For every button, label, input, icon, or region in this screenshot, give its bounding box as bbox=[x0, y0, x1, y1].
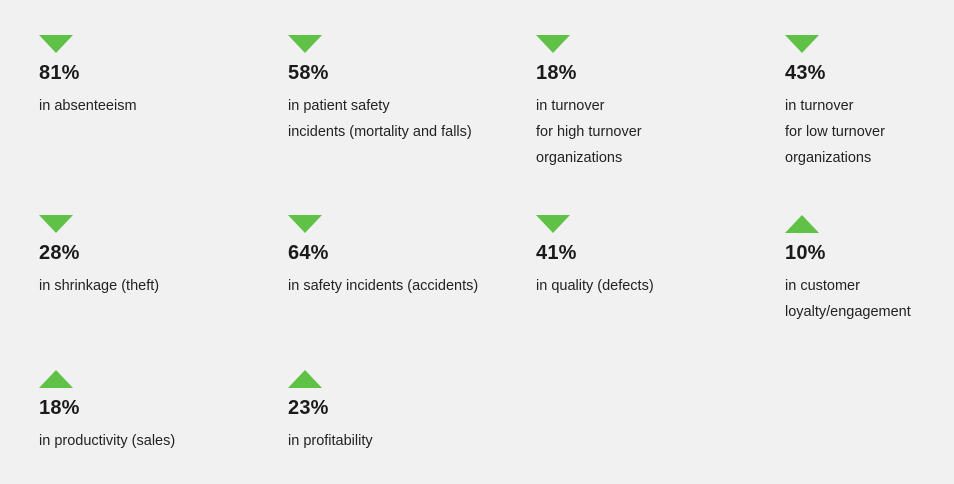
stat-productivity: 18% in productivity (sales) bbox=[39, 370, 269, 454]
stat-value: 23% bbox=[288, 397, 329, 419]
stat-quality: 41% in quality (defects) bbox=[536, 215, 766, 299]
stat-label: in turnover for high turnover organizati… bbox=[536, 93, 766, 171]
triangle-down-icon bbox=[536, 215, 570, 233]
stat-label: in productivity (sales) bbox=[39, 428, 269, 454]
stat-label-line: in quality (defects) bbox=[536, 278, 654, 294]
triangle-down-icon bbox=[39, 35, 73, 53]
triangle-down-icon bbox=[39, 215, 73, 233]
stat-profitability: 23% in profitability bbox=[288, 370, 518, 454]
stat-label-line: in profitability bbox=[288, 433, 373, 449]
stat-label: in turnover for low turnover organizatio… bbox=[785, 93, 954, 171]
stat-label: in shrinkage (theft) bbox=[39, 273, 269, 299]
triangle-down-icon bbox=[288, 35, 322, 53]
stat-label-line: loyalty/engagement bbox=[785, 304, 911, 320]
stat-label-line: for low turnover bbox=[785, 124, 885, 140]
stat-label-line: in customer bbox=[785, 278, 860, 294]
stat-patient-safety: 58% in patient safety incidents (mortali… bbox=[288, 35, 518, 145]
stat-turnover-high: 18% in turnover for high turnover organi… bbox=[536, 35, 766, 171]
stat-label-line: for high turnover bbox=[536, 124, 642, 140]
stat-absenteeism: 81% in absenteeism bbox=[39, 35, 269, 119]
stat-label-line: organizations bbox=[536, 150, 623, 166]
stat-customer-loyalty: 10% in customer loyalty/engagement bbox=[785, 215, 954, 325]
triangle-up-icon bbox=[288, 370, 322, 388]
stat-safety-incidents: 64% in safety incidents (accidents) bbox=[288, 215, 518, 299]
stat-label: in safety incidents (accidents) bbox=[288, 273, 518, 299]
stat-label-line: in turnover bbox=[785, 98, 854, 114]
stat-value: 18% bbox=[536, 62, 577, 84]
triangle-down-icon bbox=[288, 215, 322, 233]
stat-value: 28% bbox=[39, 242, 80, 264]
stat-value: 18% bbox=[39, 397, 80, 419]
triangle-up-icon bbox=[39, 370, 73, 388]
stat-value: 10% bbox=[785, 242, 826, 264]
stat-value: 41% bbox=[536, 242, 577, 264]
triangle-up-icon bbox=[785, 215, 819, 233]
stat-label: in customer loyalty/engagement bbox=[785, 273, 954, 325]
stat-value: 58% bbox=[288, 62, 329, 84]
stat-label-line: organizations bbox=[785, 150, 872, 166]
stat-label-line: in patient safety bbox=[288, 98, 390, 114]
stat-label-line: in absenteeism bbox=[39, 98, 137, 114]
stat-label-line: in safety incidents (accidents) bbox=[288, 278, 479, 294]
stat-label-line: in productivity (sales) bbox=[39, 433, 176, 449]
stat-shrinkage: 28% in shrinkage (theft) bbox=[39, 215, 269, 299]
stat-value: 81% bbox=[39, 62, 80, 84]
stat-value: 64% bbox=[288, 242, 329, 264]
stat-label: in profitability bbox=[288, 428, 518, 454]
stat-value: 43% bbox=[785, 62, 826, 84]
stat-label: in quality (defects) bbox=[536, 273, 766, 299]
stat-label: in absenteeism bbox=[39, 93, 269, 119]
triangle-down-icon bbox=[785, 35, 819, 53]
stat-label-line: incidents (mortality and falls) bbox=[288, 124, 472, 140]
stat-label-line: in shrinkage (theft) bbox=[39, 278, 160, 294]
triangle-down-icon bbox=[536, 35, 570, 53]
stat-label: in patient safety incidents (mortality a… bbox=[288, 93, 518, 145]
stat-label-line: in turnover bbox=[536, 98, 605, 114]
stat-turnover-low: 43% in turnover for low turnover organiz… bbox=[785, 35, 954, 171]
